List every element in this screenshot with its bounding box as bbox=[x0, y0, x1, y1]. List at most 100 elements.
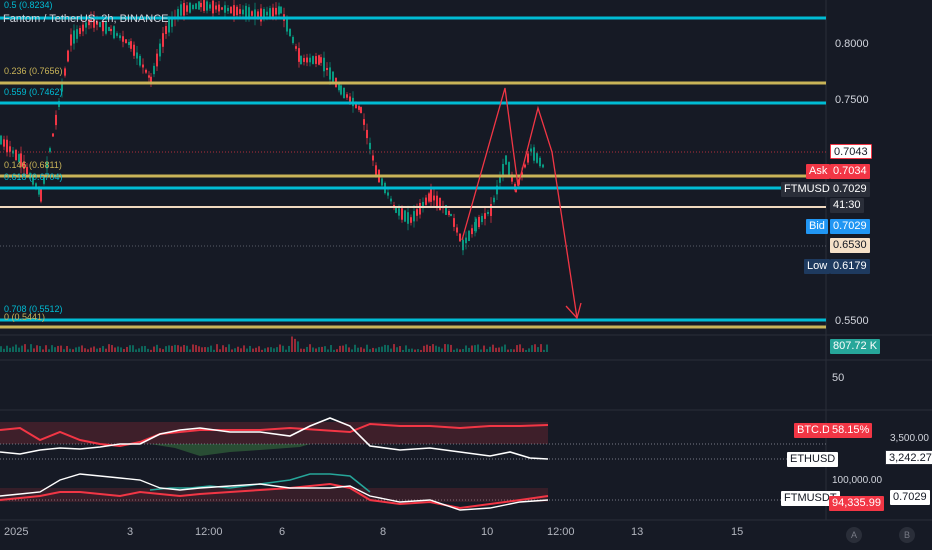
volume-bar bbox=[216, 344, 218, 352]
candle-body bbox=[156, 53, 158, 67]
candle-body bbox=[493, 197, 495, 203]
volume-bar bbox=[195, 345, 197, 352]
volume-bar bbox=[78, 346, 80, 352]
candle-body bbox=[453, 218, 455, 227]
volume-bar bbox=[228, 344, 230, 352]
candle-body bbox=[471, 228, 473, 235]
candle-body bbox=[168, 19, 170, 33]
candle-body bbox=[110, 28, 112, 32]
volume-bar bbox=[252, 348, 254, 352]
candle-body bbox=[76, 29, 78, 39]
volume-bar bbox=[246, 348, 248, 352]
volume-bar bbox=[183, 344, 185, 352]
candle-body bbox=[257, 11, 259, 18]
volume-bar bbox=[306, 346, 308, 352]
candle-body bbox=[108, 26, 110, 32]
volume-bar bbox=[96, 348, 98, 352]
volume-bar bbox=[348, 347, 350, 352]
candle-body bbox=[6, 139, 8, 153]
candle-body bbox=[186, 5, 188, 12]
ethusd-line bbox=[0, 417, 549, 460]
candle-body bbox=[233, 5, 235, 16]
candle-body bbox=[349, 96, 351, 102]
volume-axis-label: 50 bbox=[832, 372, 845, 384]
candle-body bbox=[381, 178, 383, 186]
volume-bar bbox=[501, 346, 503, 352]
log-scale-button[interactable]: B bbox=[899, 527, 915, 543]
candle-body bbox=[96, 21, 98, 25]
candle-body bbox=[320, 57, 322, 63]
candle-body bbox=[496, 185, 498, 195]
candle-body bbox=[536, 153, 538, 163]
volume-bar bbox=[540, 344, 542, 352]
symbol-label: FTMUSDT bbox=[781, 182, 840, 197]
volume-tag: 807.72 K bbox=[830, 339, 881, 354]
candle-body bbox=[206, 1, 208, 11]
candle-body bbox=[198, 1, 200, 10]
candle-body bbox=[195, 3, 197, 10]
candle-body bbox=[448, 210, 450, 216]
candle-body bbox=[15, 149, 17, 161]
candle-body bbox=[165, 26, 167, 34]
candle-body bbox=[524, 164, 526, 168]
volume-bar bbox=[411, 348, 413, 352]
volume-bar bbox=[174, 344, 176, 352]
fib-label-0236: 0.236 (0.7656) bbox=[4, 66, 63, 76]
volume-bar bbox=[249, 345, 251, 352]
candle-body bbox=[61, 84, 63, 92]
candle-body bbox=[113, 26, 115, 39]
volume-bar bbox=[444, 344, 446, 352]
candle-body bbox=[145, 69, 147, 73]
volume-bar bbox=[474, 345, 476, 352]
volume-bar bbox=[396, 347, 398, 352]
candle-body bbox=[360, 107, 362, 113]
symbol-title[interactable]: Fantom / TetherUS, 2h, BINANCE bbox=[3, 13, 169, 25]
time-axis-label: 10 bbox=[481, 526, 494, 538]
volume-bar bbox=[129, 345, 131, 352]
volume-bar bbox=[537, 347, 539, 352]
volume-bar bbox=[108, 344, 110, 352]
candle-body bbox=[43, 176, 45, 184]
volume-bar bbox=[408, 348, 410, 352]
volume-bar bbox=[303, 348, 305, 352]
candle-body bbox=[295, 46, 297, 49]
candle-body bbox=[82, 24, 84, 32]
candle-body bbox=[462, 239, 464, 251]
ftm-line-white bbox=[0, 473, 549, 511]
volume-bar bbox=[504, 344, 506, 352]
candle-body bbox=[35, 183, 37, 190]
candle-body bbox=[192, 4, 194, 10]
fib-label-top: 0.5 (0.8234) bbox=[4, 0, 53, 10]
volume-bar bbox=[495, 347, 497, 352]
volume-bar bbox=[102, 346, 104, 352]
volume-bar bbox=[354, 344, 356, 352]
volume-bar bbox=[150, 349, 152, 352]
candle-body bbox=[150, 76, 152, 84]
volume-bar bbox=[420, 349, 422, 352]
volume-bar bbox=[9, 347, 11, 352]
candle-body bbox=[130, 41, 132, 49]
candle-body bbox=[148, 75, 150, 78]
candle-body bbox=[227, 7, 229, 12]
candle-body bbox=[312, 56, 314, 64]
time-axis-label: 13 bbox=[631, 526, 644, 538]
candle-body bbox=[125, 39, 127, 44]
volume-bar bbox=[60, 345, 62, 352]
fib-label-0146: 0.146 (0.6811) bbox=[4, 160, 62, 170]
auto-scale-button[interactable]: A bbox=[846, 527, 862, 543]
volume-bar bbox=[429, 345, 431, 352]
volume-bar bbox=[237, 346, 239, 352]
volume-bar bbox=[90, 347, 92, 352]
volume-bar bbox=[219, 349, 221, 352]
candle-body bbox=[478, 216, 480, 228]
candle-body bbox=[245, 5, 247, 20]
volume-bar bbox=[240, 348, 242, 352]
candle-body bbox=[102, 20, 104, 32]
candle-body bbox=[23, 161, 25, 169]
candle-body bbox=[410, 217, 412, 223]
time-axis-label: 8 bbox=[380, 526, 387, 538]
candle-body bbox=[209, 4, 211, 9]
volume-bar bbox=[516, 345, 518, 352]
volume-bar bbox=[15, 344, 17, 352]
